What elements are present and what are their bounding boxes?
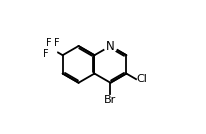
Text: F: F — [46, 38, 52, 48]
Text: F: F — [43, 49, 49, 59]
Text: N: N — [105, 40, 114, 53]
Text: Br: Br — [104, 95, 116, 105]
Text: Cl: Cl — [136, 74, 147, 84]
Text: F: F — [54, 38, 60, 48]
